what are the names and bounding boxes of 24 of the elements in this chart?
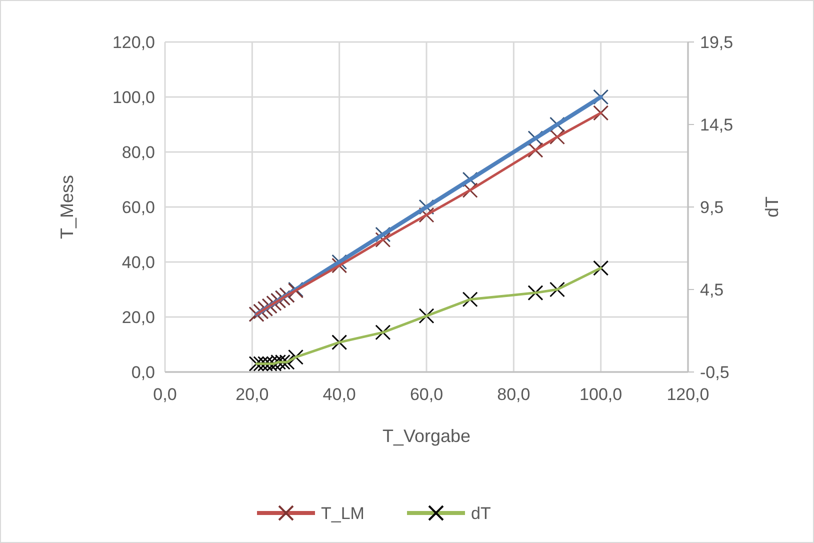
y2-tick-label: 9,5 — [700, 198, 724, 217]
legend-label: T_LM — [321, 504, 364, 523]
y-axis-title: T_Mess — [57, 174, 77, 240]
y2-tick-label: 14,5 — [700, 115, 734, 134]
y-tick-label: 100,0 — [112, 88, 155, 107]
x-tick-label: 20,0 — [236, 385, 269, 404]
y2-axis-title: dT — [762, 196, 782, 218]
x-tick-label: 60,0 — [410, 385, 444, 404]
y-tick-label: 80,0 — [122, 142, 155, 162]
x-axis-title: T_Vorgabe — [382, 426, 471, 446]
y-tick-label: 120,0 — [112, 32, 155, 52]
legend-label: dT — [471, 504, 491, 523]
x-tick-label: 0,0 — [153, 385, 177, 404]
y2-tick-label: 19,5 — [700, 32, 734, 52]
y-tick-label: 40,0 — [122, 252, 155, 272]
y2-tick-label: -0,5 — [700, 362, 730, 382]
x-tick-label: 100,0 — [580, 385, 622, 404]
x-tick-label: 40,0 — [322, 385, 356, 404]
y-tick-label: 20,0 — [122, 308, 155, 327]
y-tick-label: 0,0 — [131, 362, 155, 382]
x-tick-label: 80,0 — [497, 385, 530, 404]
y2-tick-label: 4,5 — [700, 280, 724, 300]
x-tick-label: 120,0 — [666, 385, 710, 404]
y-tick-label: 60,0 — [122, 198, 155, 217]
